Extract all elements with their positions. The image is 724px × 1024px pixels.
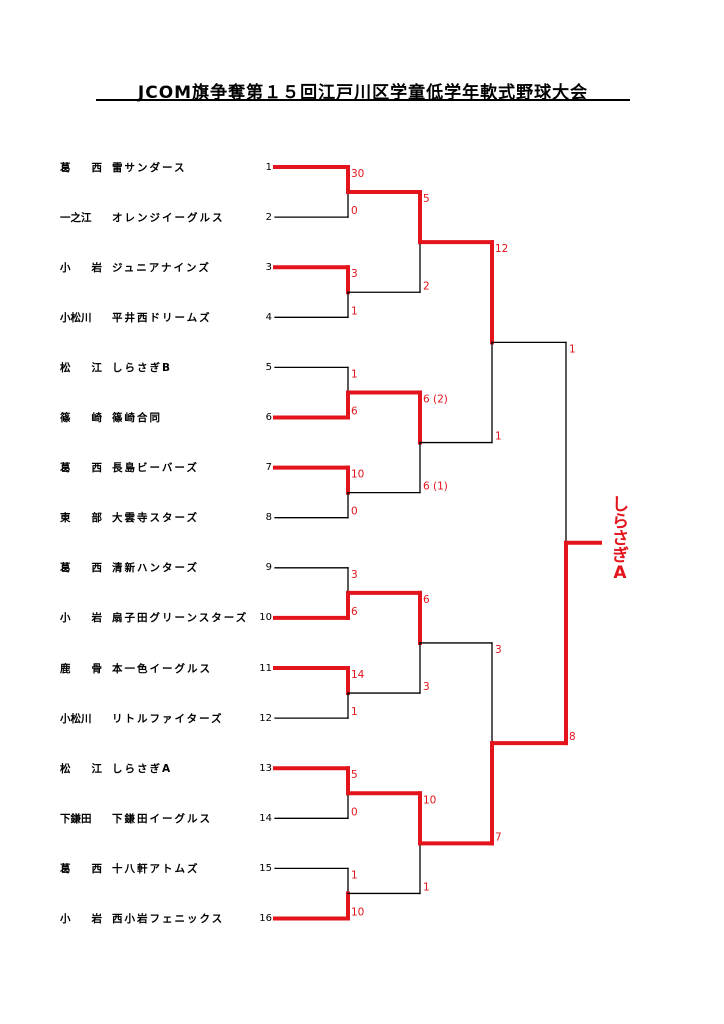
round1-score: 0 bbox=[351, 806, 358, 818]
team-area: 小松川 bbox=[60, 712, 92, 725]
team-seed: 15 bbox=[259, 862, 272, 874]
team-seed: 4 bbox=[265, 311, 272, 323]
team-seed: 7 bbox=[265, 462, 272, 474]
team-name: 清新ハンターズ bbox=[112, 562, 199, 575]
team-row: 小 岩西小岩フェニックス 16 bbox=[60, 910, 278, 928]
team-name: 平井西ドリームズ bbox=[112, 311, 212, 324]
team-name: 西小岩フェニックス bbox=[112, 913, 225, 925]
team-row: 鹿 骨本一色イーグルス 11 bbox=[60, 659, 278, 677]
team-row: 葛 西十八軒アトムズ 15 bbox=[60, 859, 278, 877]
team-row: 小 岩ジュニアナインズ 3 bbox=[60, 258, 278, 276]
round1-score: 5 bbox=[351, 769, 358, 781]
round1-score: 10 bbox=[351, 469, 364, 481]
round2-score: 5 bbox=[423, 193, 430, 205]
team-seed: 5 bbox=[265, 361, 272, 373]
round2-score: 10 bbox=[423, 794, 436, 806]
team-area: 小 岩 bbox=[60, 261, 102, 274]
round1-score: 30 bbox=[351, 168, 364, 180]
round3-score: 7 bbox=[495, 831, 502, 843]
round2-score: 2 bbox=[423, 280, 430, 292]
team-name: 雷サンダース bbox=[112, 161, 187, 174]
team-row: 一之江 オレンジイーグルス 2 bbox=[60, 208, 278, 226]
champion-name: しらさぎA bbox=[612, 494, 629, 583]
team-name: しらさぎB bbox=[112, 361, 173, 374]
team-name: 大雲寺スターズ bbox=[112, 512, 199, 525]
team-row: 葛 西雷サンダース 1 bbox=[60, 158, 278, 176]
round2-score: 3 bbox=[423, 681, 430, 693]
final-score: 1 bbox=[569, 343, 576, 355]
team-seed: 9 bbox=[265, 562, 272, 574]
team-row: 葛 西清新ハンターズ 9 bbox=[60, 559, 278, 577]
team-seed: 13 bbox=[259, 762, 272, 774]
team-name: 下鎌田イーグルス bbox=[112, 812, 212, 825]
team-name: オレンジイーグルス bbox=[112, 211, 225, 224]
round1-score: 6 bbox=[351, 406, 358, 418]
team-seed: 12 bbox=[259, 712, 272, 724]
team-name: 扇子田グリーンスターズ bbox=[112, 612, 249, 625]
team-area: 葛 西 bbox=[60, 161, 102, 174]
team-area: 小 岩 bbox=[60, 913, 102, 925]
team-area: 葛 西 bbox=[60, 462, 102, 475]
round1-score: 0 bbox=[351, 205, 358, 217]
team-area: 下鎌田 bbox=[60, 812, 92, 825]
team-area: 一之江 bbox=[60, 211, 92, 224]
team-area: 小 岩 bbox=[60, 612, 102, 625]
team-name: リトルファイターズ bbox=[112, 712, 224, 725]
team-name: ジュニアナインズ bbox=[112, 261, 211, 274]
team-name: しらさぎA bbox=[112, 762, 173, 775]
team-area: 小松川 bbox=[60, 311, 92, 324]
round1-score: 0 bbox=[351, 506, 358, 518]
team-seed: 11 bbox=[259, 662, 272, 674]
team-name: 長島ビーバーズ bbox=[112, 462, 199, 475]
round1-score: 1 bbox=[351, 869, 358, 881]
page-title: JCOM旗争奪第１５回江戸川区学童低学年軟式野球大会 bbox=[137, 83, 589, 103]
team-name: 篠崎合同 bbox=[112, 412, 162, 424]
team-seed: 2 bbox=[265, 211, 272, 223]
team-row: 松 江しらさぎB 5 bbox=[60, 358, 278, 376]
team-row: 東 部大雲寺スターズ 8 bbox=[60, 509, 278, 527]
team-area: 篠 崎 bbox=[60, 412, 102, 424]
round3-score: 3 bbox=[495, 644, 502, 656]
team-seed: 8 bbox=[265, 512, 272, 524]
team-row: 小松川 リトルファイターズ 12 bbox=[60, 709, 278, 727]
team-area: 葛 西 bbox=[60, 862, 102, 875]
team-seed: 3 bbox=[265, 261, 272, 273]
team-seed: 1 bbox=[265, 161, 272, 173]
team-area: 鹿 骨 bbox=[60, 662, 102, 675]
final-score: 8 bbox=[569, 731, 576, 743]
team-area: 松 江 bbox=[60, 361, 102, 374]
team-seed: 16 bbox=[259, 913, 272, 924]
round2-score: 6 (2) bbox=[423, 393, 448, 405]
team-seed: 6 bbox=[265, 412, 272, 423]
team-area: 東 部 bbox=[60, 512, 102, 525]
team-name: 十八軒アトムズ bbox=[112, 862, 200, 875]
round1-score: 14 bbox=[351, 669, 365, 681]
team-row: 小松川 平井西ドリームズ 4 bbox=[60, 308, 278, 326]
round1-score: 3 bbox=[351, 569, 358, 581]
team-row: 篠 崎篠崎合同 6 bbox=[60, 409, 278, 427]
team-area: 葛 西 bbox=[60, 562, 102, 575]
round2-score: 6 bbox=[423, 594, 430, 606]
round1-score: 6 bbox=[351, 606, 358, 618]
round1-score: 10 bbox=[351, 907, 364, 919]
round1-score: 1 bbox=[351, 368, 358, 380]
round3-score: 12 bbox=[495, 243, 508, 255]
champion-label: しらさぎA bbox=[612, 494, 629, 583]
team-area: 松 江 bbox=[60, 762, 102, 775]
team-row: 下鎌田 下鎌田イーグルス 14 bbox=[60, 809, 278, 827]
round1-score: 1 bbox=[351, 305, 358, 317]
team-row: 松 江しらさぎA 13 bbox=[60, 759, 278, 777]
team-row: 葛 西長島ビーバーズ 7 bbox=[60, 459, 278, 477]
round2-score: 1 bbox=[423, 881, 430, 893]
round1-score: 1 bbox=[351, 706, 358, 718]
team-name: 本一色イーグルス bbox=[112, 662, 212, 675]
round3-score: 1 bbox=[495, 431, 502, 443]
title-underline bbox=[96, 99, 630, 101]
round2-score: 6 (1) bbox=[423, 481, 448, 493]
team-seed: 10 bbox=[259, 612, 272, 624]
team-row: 小 岩扇子田グリーンスターズ 10 bbox=[60, 609, 278, 627]
round1-score: 3 bbox=[351, 268, 358, 280]
team-seed: 14 bbox=[259, 812, 272, 824]
